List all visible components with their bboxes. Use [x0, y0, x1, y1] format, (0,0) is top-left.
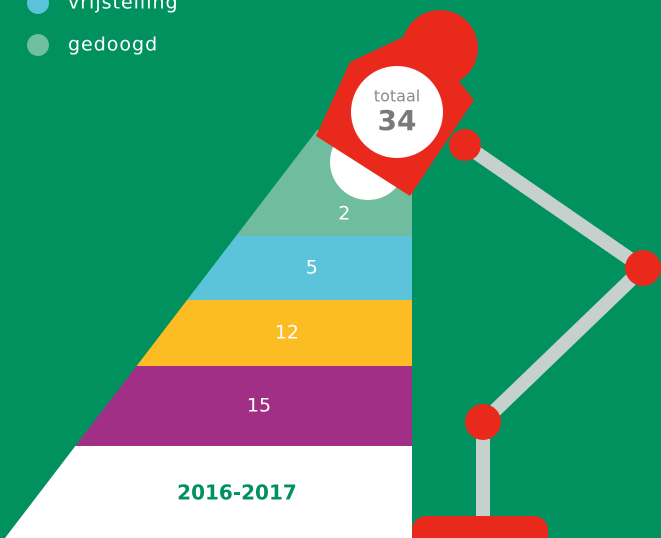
lamp-joint [465, 404, 501, 440]
light-beam: 2 5 12 15 2016-2017 [5, 130, 412, 538]
segment-label: 2 [338, 203, 350, 225]
segment [75, 366, 412, 446]
lamp: totaal 34 [316, 10, 661, 538]
legend-swatch [27, 34, 49, 56]
period-band [5, 446, 412, 538]
legend-label: vrijstelling [68, 0, 179, 14]
segment-label: 12 [275, 322, 299, 344]
total-badge [351, 66, 443, 158]
legend: vrijstelling gedoogd [27, 0, 179, 56]
segment-label: 5 [306, 257, 318, 279]
legend-swatch [27, 0, 49, 14]
total-value: 34 [378, 104, 417, 137]
lamp-arm [461, 139, 647, 274]
total-label: totaal [374, 87, 420, 106]
lamp-arm [478, 262, 648, 428]
segment-label: 15 [247, 395, 271, 417]
period-label: 2016-2017 [177, 481, 297, 505]
segment [187, 236, 412, 300]
lamp-knob [402, 10, 478, 86]
lamp-joint [449, 129, 481, 161]
lamp-joint [625, 250, 661, 286]
legend-label: gedoogd [68, 34, 158, 56]
lamp-base [412, 516, 548, 538]
segment [136, 300, 412, 366]
